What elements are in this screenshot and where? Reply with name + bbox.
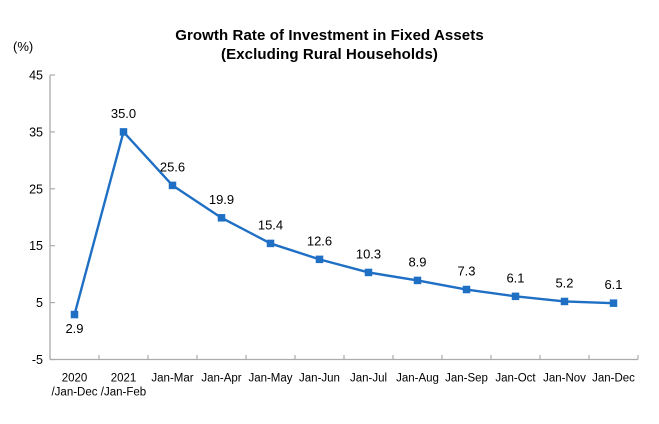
x-category-label: Jan-Jul — [350, 373, 387, 385]
data-point-marker — [462, 285, 471, 294]
x-category-label: /Jan-Feb — [101, 387, 146, 399]
y-axis-tick-label: 35 — [29, 125, 43, 139]
x-category-label: Jan-Oct — [495, 373, 536, 385]
data-point-marker — [217, 214, 226, 222]
data-point-marker — [364, 268, 373, 277]
data-point-marker — [266, 239, 275, 248]
x-category-label: Jan-Dec — [592, 373, 635, 385]
x-category-label: Jan-Jun — [299, 373, 340, 385]
y-axis-tick-label: 15 — [29, 239, 43, 253]
data-point-marker — [560, 297, 569, 306]
data-point-label: 6.1 — [506, 270, 524, 285]
y-axis-tick-label: 5 — [36, 296, 43, 310]
data-point-label: 19.9 — [209, 192, 234, 207]
y-axis-tick-label: 45 — [29, 69, 43, 83]
x-category-label: 2021 — [111, 373, 137, 385]
x-category-label: Jan-Nov — [543, 373, 586, 385]
chart-title: Growth Rate of Investment in Fixed Asset… — [0, 26, 659, 64]
x-category-label: Jan-Apr — [201, 373, 241, 385]
x-category-label: Jan-Mar — [151, 373, 193, 385]
data-point-marker — [119, 128, 128, 136]
x-category-label: 2020 — [62, 373, 88, 385]
data-point-label: 2.9 — [65, 321, 83, 336]
y-axis-tick-label: -5 — [32, 353, 43, 367]
data-point-label: 25.6 — [160, 159, 185, 174]
y-axis-tick-label: 25 — [29, 182, 43, 196]
data-point-marker — [511, 292, 520, 301]
data-point-marker — [315, 255, 324, 264]
x-category-label: Jan-May — [248, 373, 292, 385]
data-point-marker — [168, 181, 177, 190]
data-point-label: 35.0 — [111, 106, 136, 121]
y-axis-unit-label: (%) — [13, 39, 34, 54]
x-category-label: /Jan-Dec — [51, 387, 97, 399]
data-point-marker — [70, 310, 79, 319]
data-point-label: 6.1 — [604, 277, 622, 292]
data-point-label: 10.3 — [356, 246, 381, 261]
x-category-label: Jan-Aug — [396, 373, 439, 385]
x-category-label: Jan-Sep — [445, 373, 488, 385]
chart-title-line2: (Excluding Rural Households) — [221, 46, 438, 63]
data-point-marker — [609, 299, 618, 307]
data-point-label: 15.4 — [258, 217, 283, 232]
series-line — [73, 130, 615, 316]
data-point-label: 7.3 — [457, 264, 475, 279]
data-point-label: 5.2 — [555, 275, 573, 290]
data-point-marker — [413, 276, 422, 285]
data-point-label: 8.9 — [408, 254, 426, 269]
chart-title-line1: Growth Rate of Investment in Fixed Asset… — [175, 27, 484, 44]
data-point-label: 12.6 — [307, 233, 332, 248]
